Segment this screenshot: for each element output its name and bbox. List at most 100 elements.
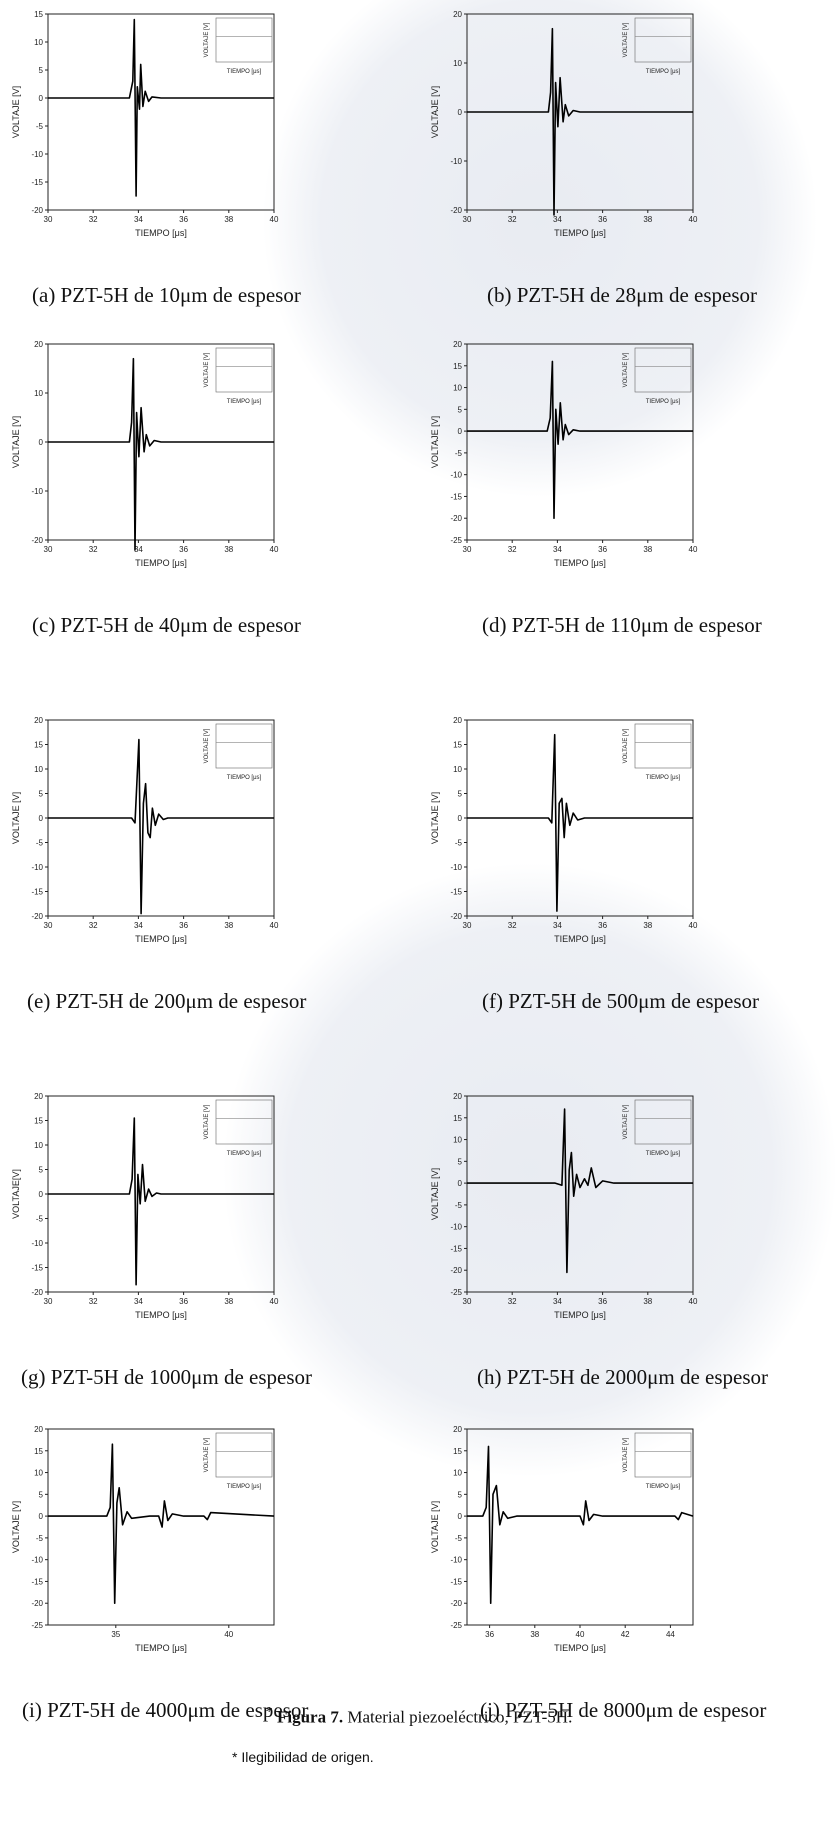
- inset-frame: [634, 1099, 692, 1145]
- y-tick-label: -10: [450, 863, 462, 872]
- signal-line: [467, 360, 693, 519]
- x-tick-label: 34: [553, 545, 562, 554]
- inset-frame: [634, 347, 692, 393]
- y-tick-label: -5: [455, 1201, 463, 1210]
- inset-x-label: TIEMPO [μs]: [227, 775, 262, 781]
- inset-plot: TIEMPO [μs] VOLTAJE [V]: [204, 347, 273, 405]
- inset-x-label: TIEMPO [μs]: [227, 69, 262, 75]
- subfigure-b: 20 10 0 -10 -20 30 32 34 36 38 40 TIEMPO [μs] VOLTAJ…: [419, 0, 819, 320]
- y-tick-label: -20: [450, 1266, 462, 1275]
- y-tick-label: 20: [34, 1425, 43, 1434]
- signal-line: [48, 357, 274, 551]
- y-tick-label: 10: [34, 38, 43, 47]
- subfigure-f: 20 15 10 5 0 -5 -10 -15 -20 30 32 34 36 38 40 TIEMPO [μ…: [419, 706, 819, 1026]
- x-tick-label: 40: [270, 545, 279, 554]
- x-tick-label: 40: [689, 215, 698, 224]
- y-tick-label: 20: [453, 340, 462, 349]
- signal-line: [48, 1443, 275, 1604]
- inset-x-label: TIEMPO [μs]: [646, 69, 681, 75]
- x-tick-label: 32: [508, 921, 517, 930]
- x-tick-label: 32: [89, 545, 98, 554]
- y-tick-label: 20: [34, 1092, 43, 1101]
- inset-y-label: VOLTAJE [V]: [623, 1437, 629, 1472]
- inset-x-label: TIEMPO [μs]: [646, 1151, 681, 1157]
- y-tick-label: 10: [34, 389, 43, 398]
- subfigure-g: 20 15 10 5 0 -5 -10 -15 -20 30 32 34 36 38 40 TIEMPO [μ…: [0, 1082, 400, 1402]
- y-tick-label: 10: [453, 384, 462, 393]
- x-tick-label: 36: [179, 545, 188, 554]
- x-tick-label: 36: [598, 921, 607, 930]
- figure-caption: * Figura 7. Material piezoeléctrico, PZT…: [0, 1704, 838, 1728]
- y-tick-label: 10: [34, 1469, 43, 1478]
- caption-f: (f) PZT-5H de 500μm de espesor: [482, 989, 760, 1013]
- plot-frame: [47, 1428, 275, 1626]
- subfigure-e: 20 15 10 5 0 -5 -10 -15 -20 30 32 34 36 38 40 TIEMPO [μ…: [0, 706, 400, 1026]
- y-tick-label: -10: [31, 1556, 43, 1565]
- y-tick-label: -20: [450, 1599, 462, 1608]
- y-tick-label: 0: [458, 108, 463, 117]
- y-axis-label: VOLTAJE [V]: [11, 792, 21, 844]
- x-tick-label: 30: [463, 921, 472, 930]
- y-tick-label: -25: [31, 1621, 43, 1630]
- x-tick-label: 34: [134, 215, 143, 224]
- x-tick-label: 40: [689, 545, 698, 554]
- x-axis-label: TIEMPO [μs]: [135, 934, 187, 944]
- y-tick-label: -20: [31, 206, 43, 215]
- y-tick-label: 0: [458, 427, 463, 436]
- y-tick-label: -15: [450, 888, 462, 897]
- inset-frame: [634, 1432, 692, 1478]
- y-tick-label: -20: [31, 1599, 43, 1608]
- caption-a: (a) PZT-5H de 10μm de espesor: [32, 283, 301, 307]
- inset-frame: [215, 1099, 273, 1145]
- x-tick-label: 38: [643, 545, 652, 554]
- plot-frame: [466, 1428, 694, 1626]
- y-tick-label: -15: [31, 178, 43, 187]
- inset-frame: [215, 17, 273, 63]
- x-tick-label: 36: [485, 1630, 494, 1639]
- x-axis-label: TIEMPO [μs]: [135, 228, 187, 238]
- x-axis-label: TIEMPO [μs]: [554, 1643, 606, 1653]
- y-tick-label: 5: [39, 1490, 44, 1499]
- inset-plot: TIEMPO [μs] VOLTAJE [V]: [623, 1099, 692, 1157]
- y-tick-label: 15: [453, 1447, 462, 1456]
- x-tick-label: 36: [598, 545, 607, 554]
- x-tick-label: 34: [134, 545, 143, 554]
- inset-plot: TIEMPO [μs] VOLTAJE [V]: [623, 17, 692, 75]
- x-tick-label: 38: [530, 1630, 539, 1639]
- caption-g: (g) PZT-5H de 1000μm de espesor: [21, 1365, 313, 1389]
- y-tick-label: 15: [34, 10, 43, 19]
- y-tick-label: 5: [39, 1166, 44, 1175]
- x-tick-label: 30: [463, 545, 472, 554]
- y-tick-label: -10: [31, 863, 43, 872]
- y-axis-label: VOLTAJE [V]: [430, 1168, 440, 1220]
- y-tick-label: -5: [455, 449, 463, 458]
- y-tick-label: 0: [39, 1190, 44, 1199]
- x-tick-label: 35: [111, 1630, 120, 1639]
- subfigure-c: 20 10 0 -10 -20 30 32 34 36 38 40 TIEMPO [μs] VOLTAJ…: [0, 330, 400, 650]
- x-tick-label: 40: [689, 1297, 698, 1306]
- x-tick-label: 38: [643, 1297, 652, 1306]
- x-tick-label: 30: [463, 1297, 472, 1306]
- x-tick-label: 38: [643, 921, 652, 930]
- x-tick-label: 38: [224, 1297, 233, 1306]
- y-axis-label: VOLTAJE [V]: [430, 416, 440, 468]
- y-tick-label: 0: [39, 94, 44, 103]
- caption-c: (c) PZT-5H de 40μm de espesor: [32, 613, 301, 637]
- x-tick-label: 30: [44, 545, 53, 554]
- subfigure-h: 20 15 10 5 0 -5 -10 -15 -20 -25 30 32 34 36 38 40 TIEMPO…: [419, 1082, 819, 1402]
- x-tick-label: 40: [576, 1630, 585, 1639]
- y-axis-label: VOLTAJE [V]: [430, 1501, 440, 1553]
- figure-text: Material piezoeléctrico, PZT-5H.: [343, 1707, 573, 1727]
- caption-j: (j) PZT-5H de 8000μm de espesor: [480, 1698, 767, 1722]
- inset-plot: TIEMPO [μs] VOLTAJE [V]: [623, 723, 692, 781]
- inset-y-label: VOLTAJE [V]: [204, 728, 210, 763]
- y-tick-label: -15: [450, 492, 462, 501]
- x-tick-label: 34: [134, 1297, 143, 1306]
- inset-plot: TIEMPO [μs] VOLTAJE [V]: [204, 1432, 273, 1490]
- y-tick-label: 20: [453, 716, 462, 725]
- subfigure-i: 20 15 10 5 0 -5 -10 -15 -20 -25 35 40 TIEMPO [μs] VOL…: [0, 1415, 400, 1735]
- caption-h: (h) PZT-5H de 2000μm de espesor: [477, 1365, 769, 1389]
- plot-frame: [47, 13, 275, 211]
